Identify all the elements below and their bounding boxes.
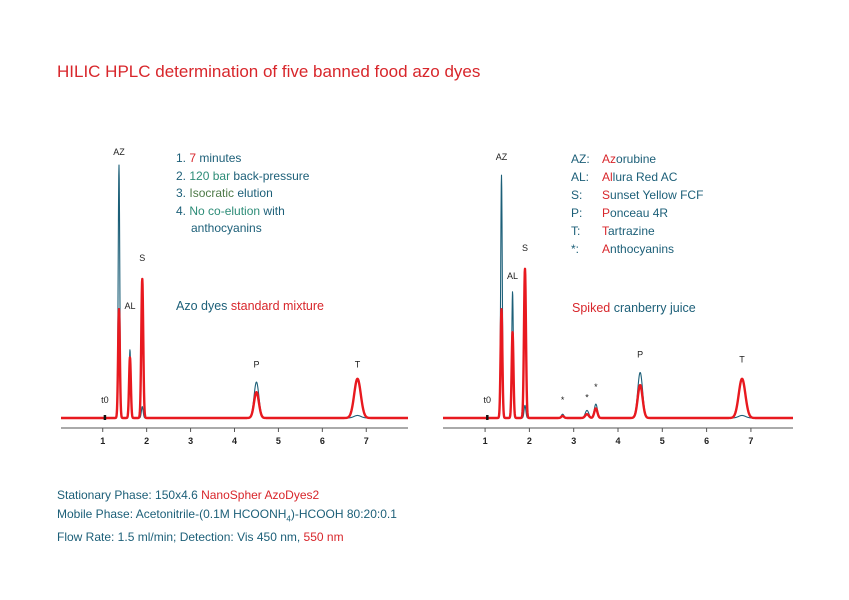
x-tick-label: 2	[527, 436, 532, 446]
peak-label: P	[253, 359, 259, 369]
x-tick-label: 1	[100, 436, 105, 446]
method-conditions: Stationary Phase: 150x4.6 NanoSpher AzoD…	[57, 486, 397, 547]
x-tick-label: 5	[660, 436, 665, 446]
chromatogram-standard-mixture: 1 2 3 4 5 6 7 AZ AL S P Tt0	[60, 147, 409, 446]
x-tick-label: 3	[571, 436, 576, 446]
x-tick-label: 7	[748, 436, 753, 446]
x-tick-label: 6	[704, 436, 709, 446]
peak-label: AL	[507, 271, 518, 281]
abbreviation-key: AZ: Azorubine AL: Allura Red AC S: Sunset Y…	[571, 150, 703, 258]
peak-label: AZ	[496, 152, 508, 162]
x-tick-label: 5	[276, 436, 281, 446]
mobile-phase-line: Mobile Phase: Acetonitrile-(0.1M HCOONH4…	[57, 506, 397, 523]
x-tick-label: 6	[320, 436, 325, 446]
x-tick-label: 4	[232, 436, 237, 446]
peak-label: AL	[124, 301, 135, 311]
x-tick-label: 2	[144, 436, 149, 446]
feature-item-2: 2. 120 bar back-pressure	[176, 168, 310, 183]
key-row-p: P: Ponceau 4R	[571, 206, 669, 220]
peak-label: *	[585, 392, 589, 402]
peak-label: S	[139, 253, 145, 263]
features-list: 1. 7 minutes 2. 120 bar back-pressure 3.…	[176, 150, 309, 238]
x-tick-label: 1	[483, 436, 488, 446]
peak-label: S	[522, 243, 528, 253]
key-row-t: T: Tartrazine	[571, 224, 655, 238]
x-tick-label: 4	[615, 436, 620, 446]
peak-label: P	[637, 349, 643, 359]
peak-label: *	[561, 395, 565, 405]
trace-vis-550nm	[60, 277, 409, 420]
caption-cranberry-juice: Spiked cranberry juice	[572, 301, 696, 315]
key-row-s: S: Sunset Yellow FCF	[571, 188, 704, 202]
feature-item-1: 1. 7 minutes	[176, 151, 242, 165]
peak-label: t0	[484, 395, 492, 405]
peak-label: *	[594, 382, 598, 392]
page-title: HILIC HPLC determination of five banned …	[57, 62, 481, 81]
peak-label: T	[739, 354, 745, 364]
stationary-phase-line: Stationary Phase: 150x4.6 NanoSpher AzoD…	[57, 488, 320, 502]
key-row-al: AL: Allura Red AC	[571, 170, 678, 184]
feature-item-3: 3. Isocratic elution	[176, 186, 273, 200]
chromatogram-spiked-cranberry-juice: 1 2 3 4 5 6 7 AZ AL S P T * * * t0	[442, 152, 794, 446]
peak-label: AZ	[113, 147, 125, 157]
trace-vis-550nm	[442, 267, 794, 420]
peak-label: T	[355, 359, 361, 369]
flow-rate-line: Flow Rate: 1.5 ml/min; Detection: Vis 45…	[57, 530, 344, 545]
x-tick-label: 3	[188, 436, 193, 446]
x-tick-label: 7	[364, 436, 369, 446]
feature-item-4-cont: anthocyanins	[191, 221, 262, 235]
key-row-anthocyanins: *: Anthocyanins	[571, 242, 675, 256]
peak-label: t0	[101, 395, 109, 405]
caption-standard-mixture: Azo dyes standard mixture	[176, 299, 324, 313]
feature-item-4: 4. No co-elution with	[176, 203, 285, 218]
key-row-az: AZ: Azorubine	[571, 152, 657, 166]
